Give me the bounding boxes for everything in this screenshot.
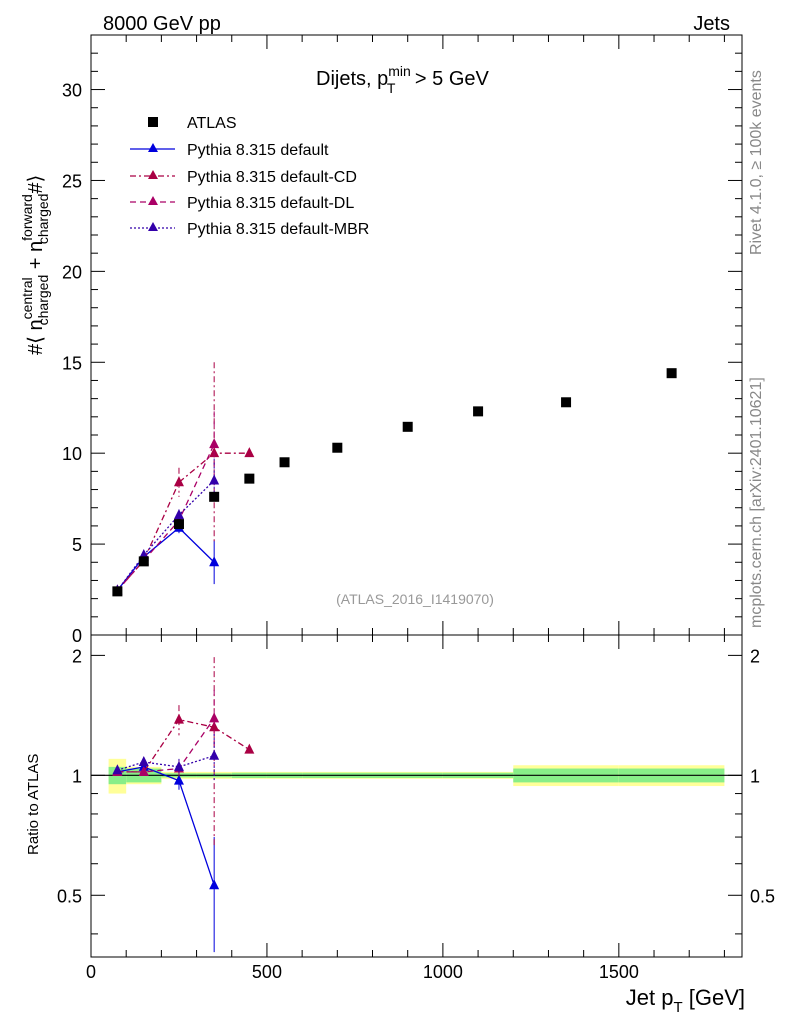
legend-label-0: ATLAS — [187, 115, 237, 132]
ylabel-a-sup: central — [19, 277, 35, 319]
point-mbr — [209, 474, 220, 485]
x-tick-label: 0 — [86, 962, 96, 982]
ratio-point-mbr — [209, 749, 220, 760]
title-sub: T — [387, 80, 396, 96]
legend-label-3: Pythia 8.315 default-DL — [187, 195, 354, 212]
ratio-point-default — [173, 774, 184, 785]
mcplots-label: mcplots.cern.ch [arXiv:2401.10621] — [748, 377, 765, 628]
x-tick-label: 1500 — [599, 962, 639, 982]
ratio-y-tick-label-right: 2 — [750, 646, 760, 666]
ylabel-b-sup: forward — [19, 194, 35, 241]
point-atlas — [332, 442, 343, 453]
ratio-y-tick-label-right: 1 — [750, 766, 760, 786]
ratio-point-cd — [173, 713, 184, 724]
ylabel-c: #⟩ — [25, 175, 47, 194]
point-mbr — [173, 509, 184, 519]
y-tick-label: 5 — [72, 535, 82, 555]
x-axis-title: Jet pT [GeV] — [626, 985, 745, 1016]
legend-label-1: Pythia 8.315 default — [187, 142, 329, 159]
ratio-point-default — [209, 879, 220, 890]
point-atlas — [173, 519, 184, 530]
ratio-line-mbr — [117, 755, 215, 771]
svg-text:#⟨ ncentralcharged + nforwardc: #⟨ ncentralcharged + nforwardcharged#⟩ — [19, 175, 51, 355]
point-atlas — [473, 406, 484, 417]
title-pre: Dijets, p — [316, 68, 388, 90]
title-sup: min — [388, 63, 411, 79]
main-y-axis-title: #⟨ ncentralcharged + nforwardcharged#⟩ — [19, 175, 51, 355]
y-tick-label: 10 — [62, 444, 82, 464]
ratio-panel-frame — [90, 634, 743, 958]
ratio-point-dl — [209, 712, 220, 723]
ratio-y-tick-label: 2 — [72, 646, 82, 666]
series-line-dl — [116, 443, 215, 591]
rivet-label: Rivet 4.1.0, ≥ 100k events — [748, 70, 765, 255]
ratio-point-mbr — [173, 760, 184, 771]
series-line-default — [116, 526, 215, 591]
title-post: > 5 GeV — [409, 68, 489, 90]
ratio-y-tick-label: 1 — [72, 766, 82, 786]
ratio-line-dl — [117, 717, 215, 773]
point-atlas — [279, 457, 290, 468]
x-tick-label: 500 — [252, 962, 282, 982]
ylabel-a-sub: charged — [35, 275, 51, 326]
ratio-y-tick-label: 0.5 — [57, 886, 82, 906]
point-default — [209, 556, 220, 567]
ylabel-b-sub: charged — [35, 194, 51, 245]
analysis-watermark: (ATLAS_2016_I1419070) — [336, 591, 494, 607]
header-right: Jets — [693, 13, 730, 35]
y-tick-label: 30 — [62, 81, 82, 101]
ratio-point-mbr — [138, 756, 149, 767]
ratio-point-cd — [244, 743, 255, 754]
ylabel-b: + n — [25, 241, 47, 275]
series-line-cd — [116, 452, 250, 591]
point-atlas — [561, 397, 572, 408]
legend-marker-cd — [148, 170, 158, 179]
y-tick-label: 25 — [62, 171, 82, 191]
y-tick-label: 15 — [62, 353, 82, 373]
point-atlas — [402, 421, 413, 432]
legend: ATLAS Pythia 8.315 default Pythia 8.315 … — [130, 115, 369, 238]
xlabel-sub: T — [673, 999, 682, 1016]
x-tick-label: 1000 — [423, 962, 463, 982]
ratio-line-default — [117, 766, 215, 886]
point-cd — [244, 447, 255, 458]
point-atlas — [244, 473, 255, 484]
point-atlas — [112, 586, 123, 597]
legend-marker-dl — [148, 196, 158, 205]
ratio-y-axis-title: Ratio to ATLAS — [25, 754, 42, 855]
ratio-point-mbr — [112, 764, 123, 775]
y-tick-label: 0 — [72, 626, 82, 646]
legend-marker-atlas — [148, 117, 158, 127]
legend-marker-mbr — [148, 222, 158, 231]
legend-label-4: Pythia 8.315 default-MBR — [187, 221, 369, 238]
point-dl — [209, 438, 220, 449]
ratio-point-dl — [138, 765, 149, 776]
point-cd — [173, 476, 184, 487]
plot-layer: 0 500 1000 1500 0 5 10 15 20 25 30 0.5 0.5 1 1 2 2 — [57, 34, 775, 982]
legend-label-2: Pythia 8.315 default-CD — [187, 169, 357, 186]
legend-marker-default — [148, 143, 158, 152]
ratio-y-tick-label-right: 0.5 — [750, 886, 775, 906]
xlabel-pre: Jet p — [626, 985, 674, 1010]
header-left: 8000 GeV pp — [103, 13, 221, 35]
y-tick-label: 20 — [62, 262, 82, 282]
ylabel-a: #⟨ n — [25, 319, 47, 355]
point-atlas — [666, 368, 677, 379]
point-atlas — [209, 491, 220, 502]
xlabel-post: [GeV] — [683, 985, 745, 1010]
point-atlas — [138, 556, 149, 567]
plot-title: Dijets, pmin T > 5 GeV — [316, 63, 490, 96]
ratio-point-cd — [209, 721, 220, 732]
